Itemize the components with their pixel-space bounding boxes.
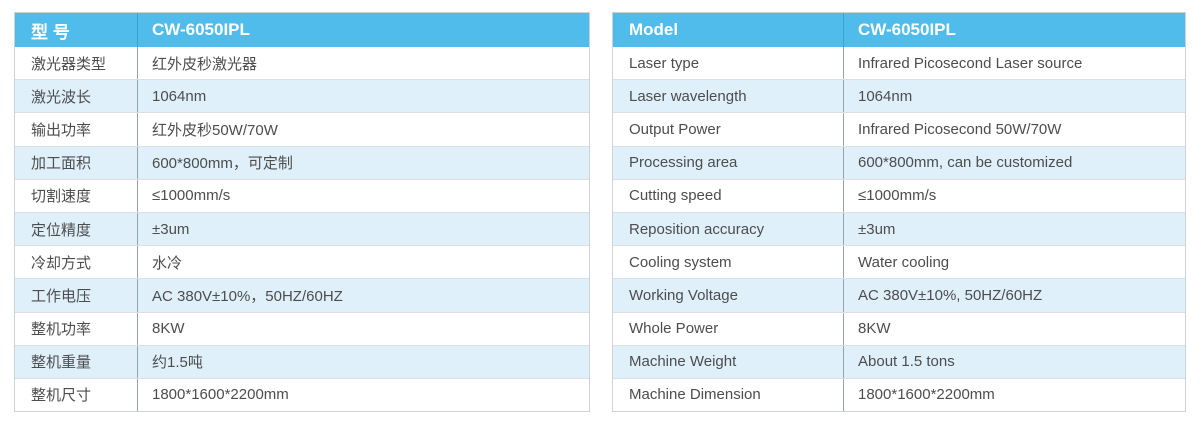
spec-row: 输出功率 红外皮秒50W/70W (15, 113, 589, 147)
spec-value-cell: 1064nm (152, 87, 207, 105)
spec-value-cell: About 1.5 tons (858, 353, 955, 371)
spec-label-cell: Cutting speed (613, 179, 844, 212)
spec-value-cell: 8KW (152, 320, 185, 338)
spec-value-cell: 约1.5吨 (152, 354, 203, 372)
spec-value-cell: 8KW (858, 320, 891, 338)
spec-row: Machine Weight About 1.5 tons (613, 345, 1185, 379)
spec-label-cell: Reposition accuracy (613, 212, 844, 246)
spec-value-cell: ±3um (152, 220, 190, 238)
spec-label-cell: 冷却方式 (15, 246, 138, 279)
spec-row: 加工面积 600*800mm，可定制 (15, 146, 589, 180)
spec-label-cell: Laser wavelength (613, 80, 844, 113)
spec-label-cell: Cooling system (613, 246, 844, 279)
spec-label-cell: 激光波长 (15, 80, 138, 113)
spec-value-cell: ≤1000mm/s (152, 187, 231, 205)
spec-label-cell: 整机尺寸 (15, 378, 138, 412)
spec-row: 整机尺寸 1800*1600*2200mm (15, 378, 589, 412)
spec-label-cell: Whole Power (613, 312, 844, 345)
spec-label-cell: 整机重量 (15, 345, 138, 378)
spec-value-cell: 1064nm (858, 87, 913, 105)
spec-row: 冷却方式 水冷 (15, 246, 589, 280)
spec-value-cell: Infrared Picosecond 50W/70W (858, 120, 1062, 138)
spec-label-cell: Processing area (613, 146, 844, 179)
header-label-cell: Model (613, 13, 844, 47)
spec-value-cell: 红外皮秒50W/70W (152, 121, 278, 139)
spec-row: 整机重量 约1.5吨 (15, 345, 589, 379)
spec-row: Working Voltage AC 380V±10%, 50HZ/60HZ (613, 279, 1185, 313)
spec-label-cell: Output Power (613, 113, 844, 146)
spec-label-cell: Working Voltage (613, 279, 844, 312)
spec-label-cell: Machine Dimension (613, 378, 844, 412)
spec-row: Whole Power 8KW (613, 312, 1185, 346)
spec-row: Cooling system Water cooling (613, 246, 1185, 280)
spec-row: 整机功率 8KW (15, 312, 589, 346)
table-header: 型 号 CW-6050IPL (15, 13, 589, 47)
spec-row: Machine Dimension 1800*1600*2200mm (613, 378, 1185, 412)
spec-row: 定位精度 ±3um (15, 212, 589, 247)
spec-label-cell: Laser type (613, 47, 844, 80)
spec-label-cell: 整机功率 (15, 312, 138, 345)
spec-row: Reposition accuracy ±3um (613, 212, 1185, 247)
spec-value-cell: ±3um (858, 220, 896, 238)
header-value-cell: CW-6050IPL (152, 20, 250, 39)
spec-label-cell: 加工面积 (15, 146, 138, 179)
spec-row: Cutting speed ≤1000mm/s (613, 179, 1185, 213)
spec-label-cell: 定位精度 (15, 212, 138, 246)
spec-row: 切割速度 ≤1000mm/s (15, 179, 589, 213)
spec-row: Laser type Infrared Picosecond Laser sou… (613, 47, 1185, 81)
spec-value-cell: Water cooling (858, 253, 950, 271)
spec-value-cell: 1800*1600*2200mm (858, 386, 995, 404)
spec-row: 工作电压 AC 380V±10%，50HZ/60HZ (15, 279, 589, 313)
spec-row: Processing area 600*800mm, can be custom… (613, 146, 1185, 180)
header-label-cell: 型 号 (15, 13, 138, 47)
spec-label-cell: 输出功率 (15, 113, 138, 146)
spec-value-cell: 600*800mm, can be customized (858, 154, 1073, 172)
spec-table-english: Model CW-6050IPL Laser type Infrared Pic… (612, 12, 1186, 412)
spec-value-cell: ≤1000mm/s (858, 187, 937, 205)
spec-value-cell: AC 380V±10%，50HZ/60HZ (152, 287, 343, 305)
spec-label-cell: 激光器类型 (15, 47, 138, 80)
spec-row: Laser wavelength 1064nm (613, 80, 1185, 114)
spec-row: 激光波长 1064nm (15, 80, 589, 114)
spec-value-cell: 1800*1600*2200mm (152, 386, 289, 404)
spec-label-cell: 工作电压 (15, 279, 138, 312)
spec-row: Output Power Infrared Picosecond 50W/70W (613, 113, 1185, 147)
table-header: Model CW-6050IPL (613, 13, 1185, 47)
spec-value-cell: Infrared Picosecond Laser source (858, 54, 1083, 72)
spec-label-cell: 切割速度 (15, 179, 138, 212)
spec-table-chinese: 型 号 CW-6050IPL 激光器类型 红外皮秒激光器 激光波长 1064nm… (14, 12, 590, 412)
spec-value-cell: 600*800mm，可定制 (152, 155, 293, 173)
spec-value-cell: 红外皮秒激光器 (152, 55, 258, 73)
spec-row: 激光器类型 红外皮秒激光器 (15, 47, 589, 81)
spec-label-cell: Machine Weight (613, 345, 844, 378)
header-value-cell: CW-6050IPL (858, 20, 956, 39)
spec-value-cell: AC 380V±10%, 50HZ/60HZ (858, 286, 1043, 304)
spec-value-cell: 水冷 (152, 254, 183, 272)
